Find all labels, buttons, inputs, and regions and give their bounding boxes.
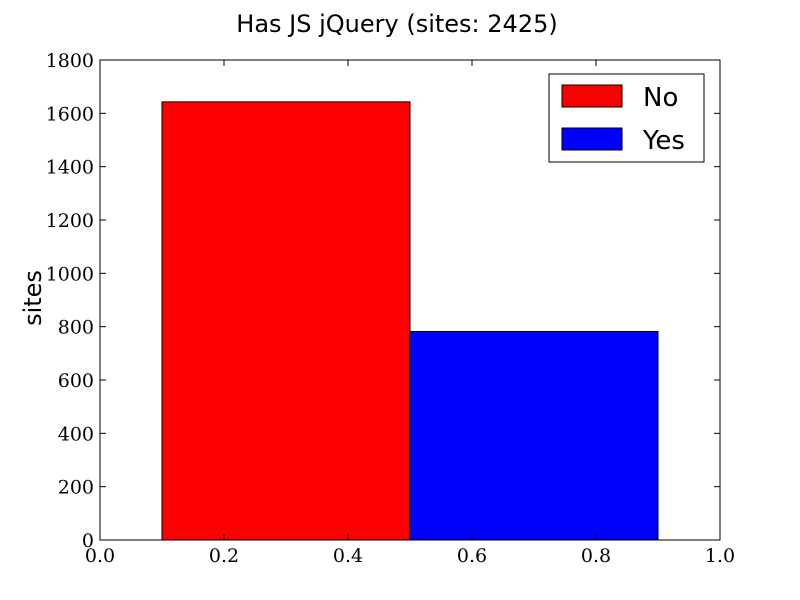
- bar-no: [161, 101, 411, 541]
- x-tick-label: 0.6: [457, 545, 487, 567]
- chart-title: Has JS jQuery (sites: 2425): [236, 10, 557, 38]
- bar-yes: [409, 330, 659, 541]
- x-tick-label: 0.4: [333, 545, 363, 567]
- y-tick-label: 400: [58, 423, 94, 445]
- y-tick-label: 1600: [46, 103, 94, 125]
- y-tick-label: 1800: [46, 50, 94, 72]
- y-tick-label: 1400: [46, 157, 94, 179]
- y-axis-label: sites: [19, 270, 47, 326]
- plot-frame: [99, 59, 721, 541]
- y-tick-label: 1200: [46, 210, 94, 232]
- legend-swatch-no: [561, 84, 623, 108]
- x-tick-label: 0.8: [581, 545, 611, 567]
- legend-swatch-yes: [561, 127, 623, 151]
- y-tick-label: 600: [58, 370, 94, 392]
- x-tick-label: 0.0: [85, 545, 115, 567]
- legend-label-no: No: [643, 83, 678, 113]
- y-tick-label: 0: [82, 530, 94, 552]
- x-tick-label: 1.0: [705, 545, 735, 567]
- y-tick-label: 800: [58, 317, 94, 339]
- y-tick-label: 200: [58, 477, 94, 499]
- legend: No Yes: [548, 73, 705, 163]
- legend-label-yes: Yes: [642, 126, 685, 156]
- x-tick-label: 0.2: [209, 545, 239, 567]
- y-tick-label: 1000: [46, 263, 94, 285]
